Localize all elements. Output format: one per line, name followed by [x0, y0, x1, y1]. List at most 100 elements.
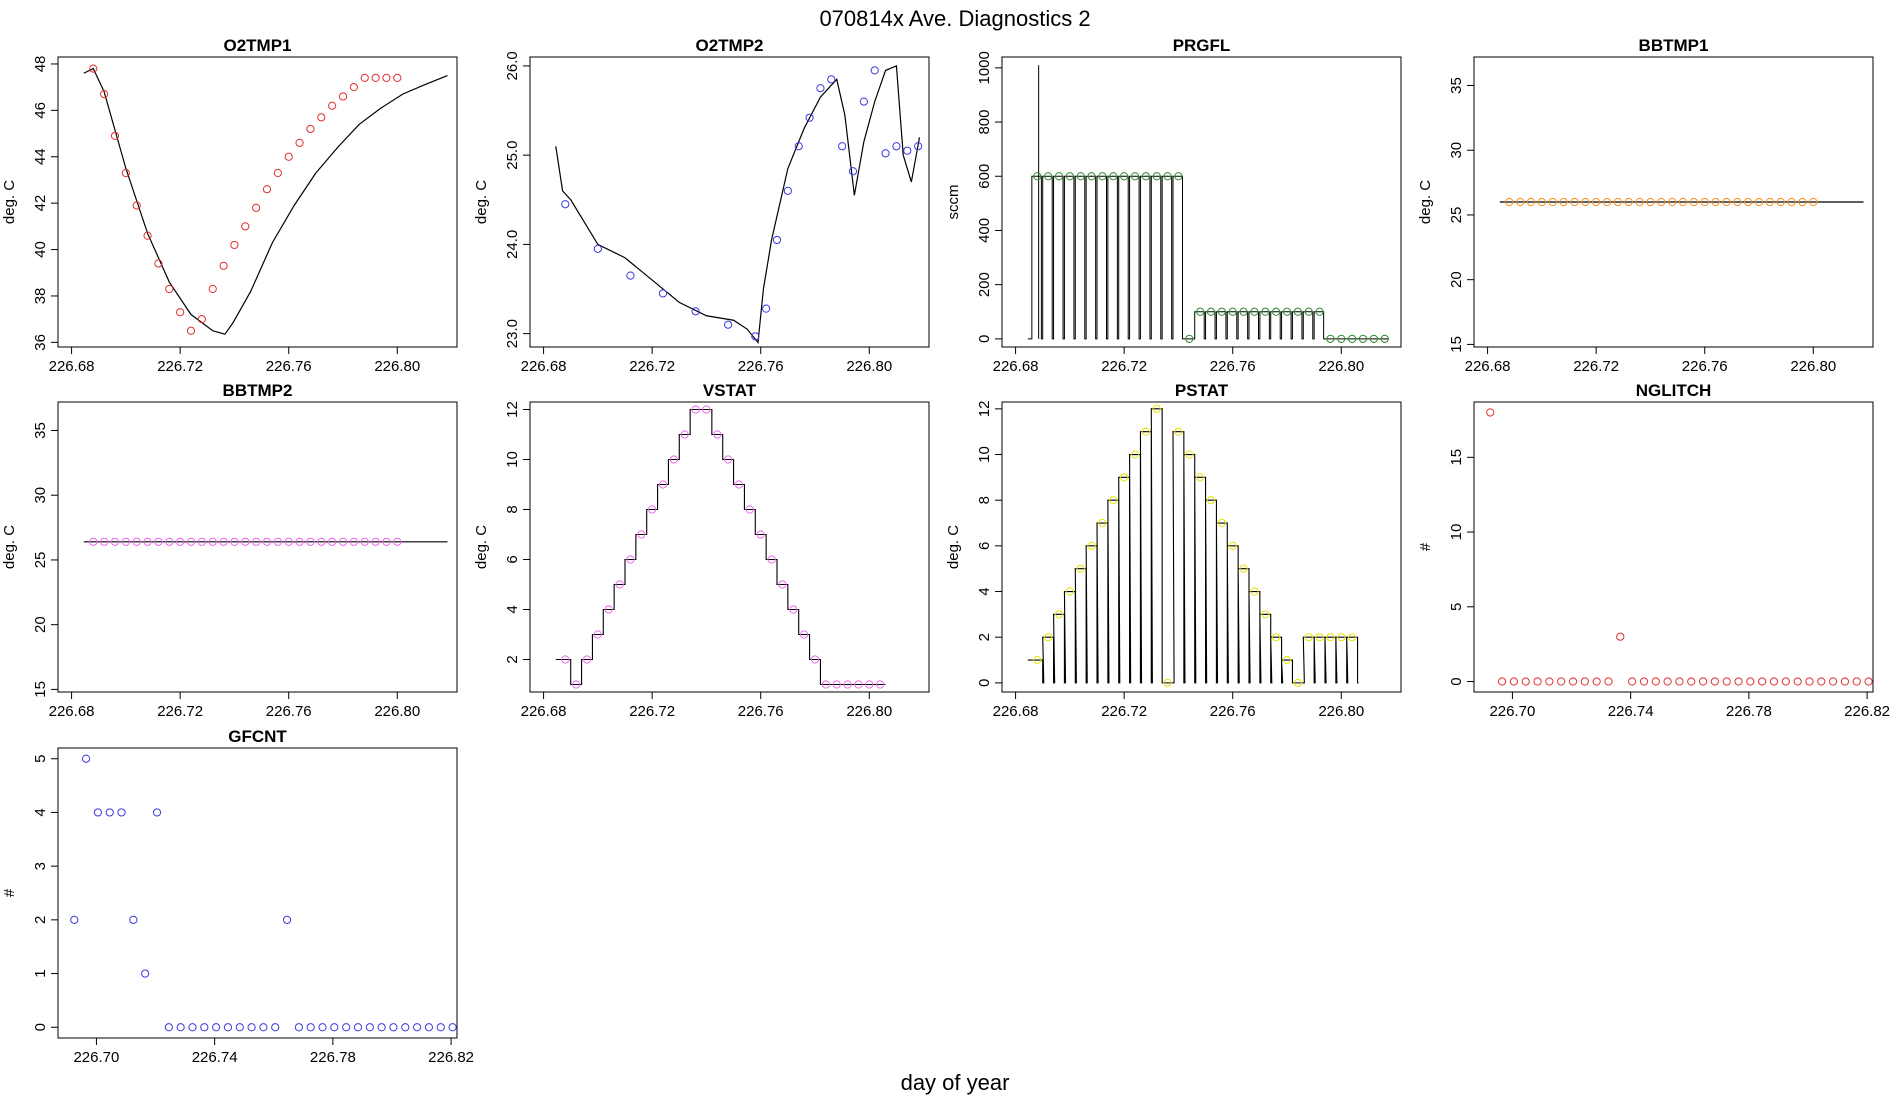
y-tick-label: 15: [1448, 336, 1465, 353]
panel-nglitch: NGLITCH #226.70 226.74 226.78 226.82 0 5 10 15: [1417, 381, 1890, 720]
data-point: [143, 537, 152, 546]
data-point: [1098, 172, 1107, 181]
data-point: [593, 630, 602, 639]
y-tick-label: 400: [976, 218, 993, 243]
data-point: [1505, 197, 1514, 207]
data-point: [306, 124, 315, 134]
data-point: [1798, 197, 1807, 207]
data-point: [100, 537, 109, 546]
x-tick-label: 226.82: [428, 1049, 474, 1066]
data-point: [1781, 677, 1790, 686]
data-point: [892, 142, 901, 151]
y-tick-label: 26.0: [504, 51, 521, 80]
y-tick-label: 44: [32, 148, 49, 165]
data-point: [219, 537, 228, 546]
data-point: [1548, 197, 1557, 207]
x-tick-label: 226.80: [846, 358, 892, 375]
data-point: [1087, 541, 1096, 550]
data-point: [865, 680, 874, 689]
x-tick-label: 226.80: [1318, 703, 1364, 720]
data-point: [1646, 197, 1655, 207]
data-point: [1304, 633, 1313, 642]
x-tick-label: 226.76: [266, 703, 312, 720]
data-point: [271, 1023, 280, 1032]
data-point: [1348, 633, 1357, 642]
data-point: [360, 537, 369, 546]
data-point: [810, 655, 820, 664]
data-point: [1206, 496, 1216, 505]
data-point: [691, 307, 700, 316]
data-point: [282, 915, 292, 924]
x-tick-label: 226.76: [738, 358, 784, 375]
y-tick-label: 5: [1448, 603, 1465, 611]
data-point: [1196, 473, 1205, 482]
data-point: [93, 808, 103, 817]
data-point: [800, 630, 809, 639]
plot-frame: [1473, 56, 1874, 348]
y-tick-label: 24.0: [504, 230, 521, 259]
x-tick-label: 226.74: [1608, 703, 1654, 720]
plot-area: [83, 64, 448, 335]
x-tick-label: 226.78: [1726, 703, 1772, 720]
y-tick-label: 200: [976, 272, 993, 297]
panel-pstat: PSTAT deg. C 226.68 226.72 226.76 226.80 0 2 4 6 8…: [945, 381, 1402, 720]
data-point: [1174, 427, 1183, 436]
panel-bbtmp2: BBTMP2 deg. C 226.68 226.72 226.76 226.80 15 20…: [1, 381, 458, 720]
y-tick-label: 35: [32, 422, 49, 439]
y-tick-label: 3: [32, 862, 49, 870]
data-point: [848, 167, 858, 176]
data-point: [680, 430, 689, 439]
data-point: [772, 235, 782, 245]
data-point: [230, 537, 239, 546]
data-point: [827, 75, 836, 84]
data-point: [208, 537, 217, 546]
x-tick-label: 226.80: [1318, 358, 1364, 375]
figure-xlabel: day of year: [901, 1070, 1010, 1095]
x-tick-label: 226.72: [157, 358, 203, 375]
data-point: [1602, 197, 1612, 207]
data-point: [1537, 197, 1546, 207]
data-point: [235, 1023, 244, 1032]
data-point: [164, 1023, 173, 1032]
data-point: [914, 142, 923, 151]
data-point: [360, 73, 369, 82]
data-point: [382, 73, 391, 82]
x-tick-label: 226.70: [73, 1049, 119, 1066]
y-axis-label: #: [1417, 542, 1434, 551]
y-tick-label: 12: [976, 401, 993, 418]
data-point: [219, 261, 228, 270]
y-tick-label: 48: [32, 56, 49, 73]
x-tick-label: 226.80: [374, 703, 420, 720]
data-point: [1315, 307, 1324, 316]
data-point: [1272, 307, 1281, 316]
plot-frame: [1473, 401, 1874, 693]
y-tick-label: 8: [976, 496, 993, 504]
data-point: [110, 131, 120, 140]
data-point: [783, 186, 792, 195]
data-point: [284, 152, 293, 161]
panel-o2tmp2: O2TMP2 deg. C 226.68 226.72 226.76 226.80 23.0…: [473, 36, 930, 375]
panel-title: PRGFL: [1173, 36, 1231, 55]
y-tick-label: 4: [504, 605, 521, 613]
data-point: [1776, 197, 1785, 207]
y-axis-label: #: [1, 888, 18, 897]
data-point: [1130, 172, 1140, 181]
y-tick-label: 38: [32, 288, 49, 305]
data-point: [1228, 307, 1237, 316]
data-point: [1616, 632, 1625, 641]
data-point: [1744, 197, 1753, 207]
data-point: [1337, 633, 1346, 642]
x-tick-label: 226.80: [374, 358, 420, 375]
data-point: [1130, 450, 1140, 459]
data-point: [152, 808, 162, 817]
data-point: [669, 455, 678, 464]
data-point: [129, 915, 138, 924]
data-point: [1635, 197, 1644, 207]
data-point: [223, 1023, 233, 1032]
y-tick-label: 35: [1448, 77, 1465, 94]
data-point: [1809, 197, 1818, 207]
data-point: [1239, 307, 1248, 316]
data-point: [1065, 172, 1074, 181]
y-tick-label: 20: [32, 616, 49, 633]
data-point: [1592, 197, 1601, 207]
